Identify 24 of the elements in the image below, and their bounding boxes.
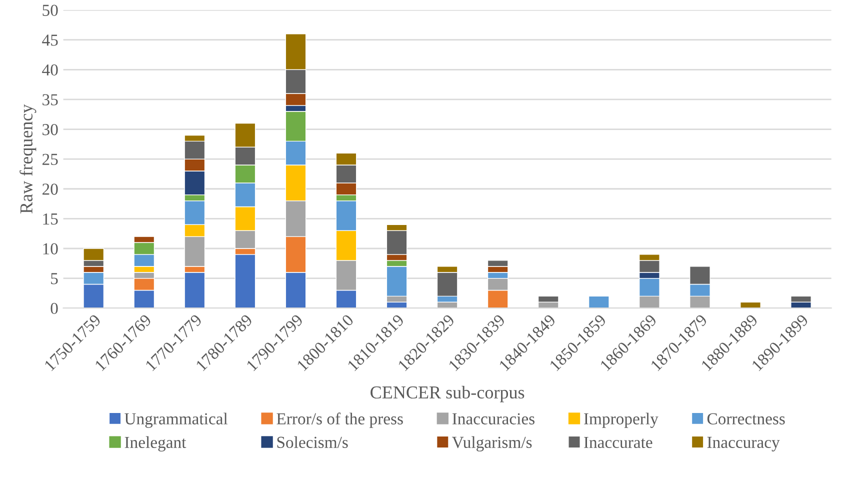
- y-tick-label: 50: [42, 4, 58, 16]
- y-tick-label: 10: [43, 243, 58, 254]
- y-tick-label: 20: [42, 184, 58, 195]
- legend-label: Solecism/s: [277, 436, 348, 448]
- y-tick-label: 35: [42, 94, 58, 106]
- y-tick-label: 40: [42, 64, 58, 76]
- legend-label: Vulgarism/s: [452, 436, 532, 452]
- legend-label: Ungrammatical: [124, 412, 228, 428]
- y-tick-label: 0: [50, 302, 58, 314]
- legend-label: Inaccuracies: [452, 413, 534, 424]
- legend-label: Inaccurate: [584, 436, 652, 448]
- y-axis-title: Raw frequency: [20, 104, 36, 214]
- bar: [588, 296, 610, 308]
- y-tick-label: 15: [43, 213, 58, 225]
- x-axis-title: CENCER sub-corpus: [370, 386, 524, 402]
- legend-label: Improperly: [584, 412, 658, 428]
- y-tick-label: 5: [51, 273, 58, 284]
- legend-label: Error/s of the press: [276, 412, 403, 428]
- legend-label: Inaccuracy: [707, 436, 780, 452]
- legend-label: Correctness: [707, 413, 785, 424]
- legend-label: Inelegant: [124, 436, 186, 452]
- y-tick-label: 25: [42, 154, 58, 166]
- y-tick-label: 30: [42, 124, 58, 136]
- y-tick-label: 45: [42, 34, 58, 46]
